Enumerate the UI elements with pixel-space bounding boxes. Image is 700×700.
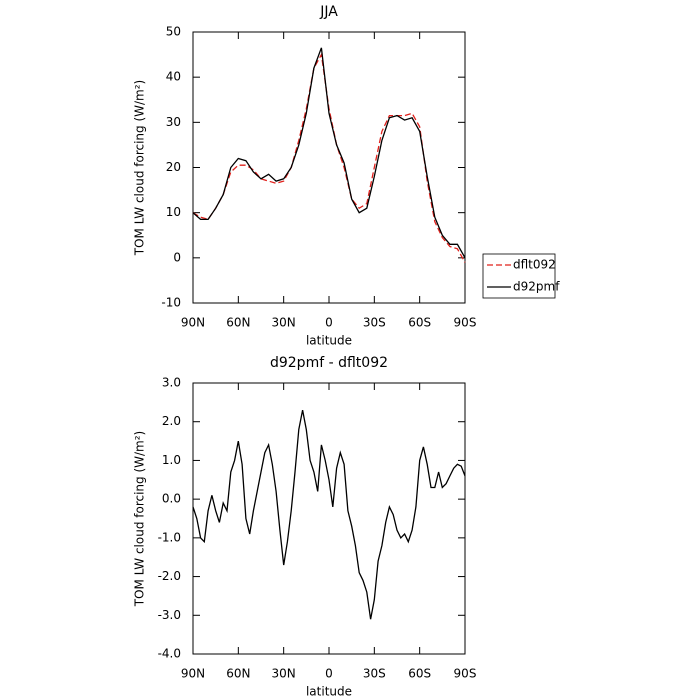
x-tick-label: 30N	[272, 667, 296, 681]
y-tick-label: 20	[166, 160, 181, 174]
y-tick-label: 30	[166, 115, 181, 129]
y-tick-label: 2.0	[162, 414, 181, 428]
x-tick-label: 0	[325, 316, 333, 330]
y-tick-label: 0	[173, 250, 181, 264]
x-tick-label: 90S	[454, 667, 477, 681]
y-tick-label: 40	[166, 70, 181, 84]
x-tick-label: 90N	[181, 667, 205, 681]
y-tick-label: -4.0	[158, 647, 181, 661]
chart-title: JJA	[319, 4, 338, 20]
data-line	[192, 47, 466, 259]
x-tick-label: 60S	[408, 316, 431, 330]
y-axis-label: TOM LW cloud forcing (W/m²)	[133, 431, 147, 608]
y-axis-label: TOM LW cloud forcing (W/m²)	[133, 80, 147, 257]
x-tick-label: 30S	[363, 316, 386, 330]
x-tick-label: 60S	[408, 667, 431, 681]
x-tick-label: 60N	[226, 316, 250, 330]
y-tick-label: -1.0	[158, 530, 181, 544]
y-tick-label: 50	[166, 25, 181, 39]
legend-label: dflt092	[513, 258, 556, 272]
x-axis-label: latitude	[306, 685, 352, 699]
x-axis-label: latitude	[306, 334, 352, 348]
legend-box	[482, 253, 556, 299]
x-tick-label: 30N	[272, 316, 296, 330]
x-tick-label: 90S	[454, 316, 477, 330]
y-tick-label: 1.0	[162, 453, 181, 467]
plot-frame	[192, 31, 466, 304]
chart-title: d92pmf - dflt092	[270, 355, 388, 371]
x-tick-label: 30S	[363, 667, 386, 681]
legend-label: d92pmf	[513, 280, 560, 294]
y-tick-label: 3.0	[162, 376, 181, 390]
plot-frame	[192, 382, 466, 655]
y-tick-label: -2.0	[158, 569, 181, 583]
y-tick-label: -10	[161, 296, 181, 310]
x-tick-label: 90N	[181, 316, 205, 330]
y-tick-label: 10	[166, 205, 181, 219]
data-line	[192, 409, 466, 620]
x-tick-label: 0	[325, 667, 333, 681]
y-tick-label: 0.0	[162, 492, 181, 506]
y-tick-label: -3.0	[158, 608, 181, 622]
x-tick-label: 60N	[226, 667, 250, 681]
